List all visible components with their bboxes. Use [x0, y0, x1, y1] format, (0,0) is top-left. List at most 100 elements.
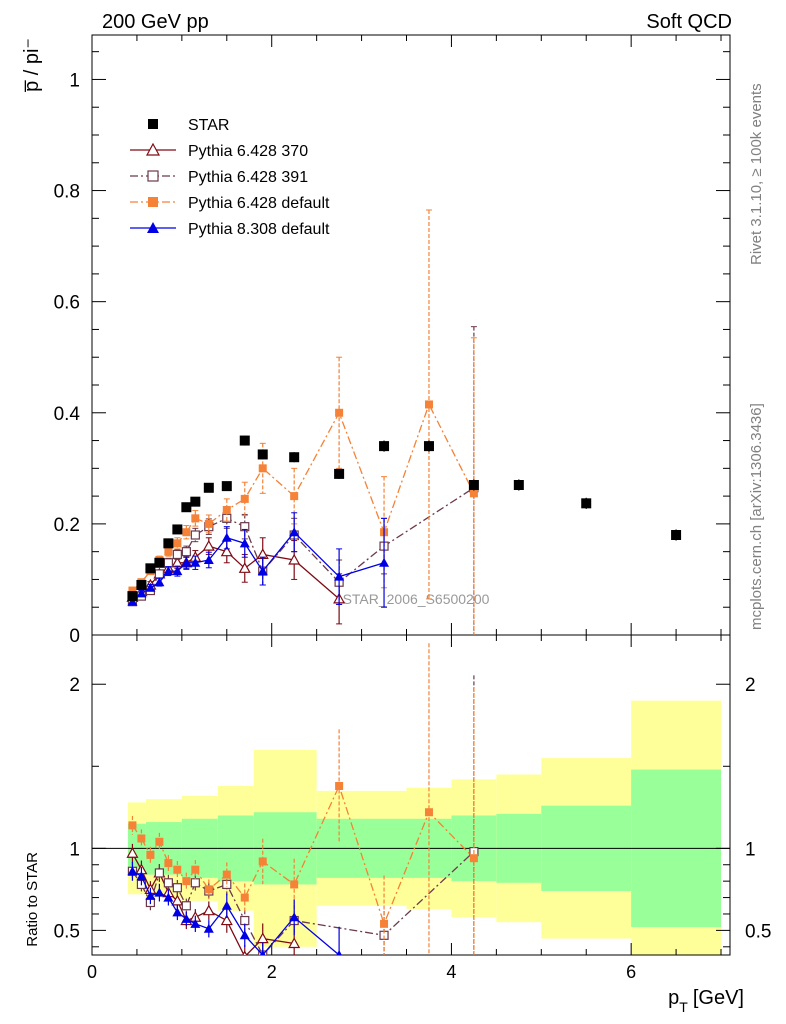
data-point	[202, 539, 215, 551]
ratio-plot-frame	[91, 634, 731, 956]
x-axis-title-unit: [GeV]	[693, 987, 744, 1009]
data-point	[289, 527, 300, 537]
data-point	[127, 866, 138, 876]
data-point	[154, 569, 164, 579]
data-point	[163, 566, 174, 576]
series-line	[132, 487, 475, 603]
ratio-tick-label-left: 1	[69, 839, 80, 860]
data-point	[335, 781, 344, 790]
data-point	[240, 915, 250, 926]
data-point	[424, 808, 433, 817]
data-point	[148, 119, 158, 129]
data-point	[238, 562, 251, 573]
analysis-id-label: STAR_2006_S6500200	[343, 591, 490, 607]
data-point	[203, 923, 214, 933]
legend-item: Pythia 6.428 391	[130, 169, 308, 186]
ratio-tick-label-left: 2	[69, 675, 80, 696]
data-point	[191, 865, 200, 874]
data-point	[181, 547, 191, 557]
data-point	[222, 506, 231, 514]
data-point	[163, 892, 174, 902]
rivet-version-label: Rivet 3.1.10, ≥ 100k events	[748, 83, 765, 265]
y-tick-label: 0.6	[54, 293, 80, 314]
data-point	[147, 170, 159, 182]
y-tick-label: 1	[69, 70, 80, 91]
data-point	[222, 870, 231, 879]
data-point	[258, 464, 267, 473]
data-point	[146, 850, 155, 859]
data-point	[164, 547, 173, 556]
data-point	[203, 555, 214, 564]
data-point	[258, 857, 267, 866]
data-point	[334, 468, 345, 479]
data-point	[468, 480, 479, 490]
data-point	[164, 859, 173, 868]
data-point	[289, 452, 300, 463]
ratio-tick-label-right: 0.5	[745, 921, 771, 942]
category-label: Soft QCD	[646, 11, 732, 33]
data-point	[379, 557, 390, 567]
data-point	[155, 837, 164, 846]
data-point	[290, 880, 299, 889]
data-point	[220, 545, 233, 557]
mcplots-label: mcplots.cern.ch [arXiv:1306.3436]	[748, 403, 765, 630]
data-point	[581, 498, 592, 509]
data-point	[202, 904, 215, 916]
data-point	[154, 577, 165, 587]
data-point	[181, 502, 192, 513]
y-axis-title: p̅ / pi⁻	[21, 38, 43, 92]
data-point	[172, 549, 182, 560]
data-point	[240, 494, 249, 503]
data-point	[380, 919, 389, 928]
data-point	[204, 519, 213, 528]
data-point	[240, 893, 249, 902]
data-point	[172, 907, 183, 917]
x-tick-label: 2	[267, 962, 277, 982]
ratio-series-layer	[126, 643, 479, 955]
x-tick-label: 6	[626, 962, 636, 982]
series-pythia-8-308-default	[127, 512, 390, 608]
data-point	[136, 580, 147, 590]
data-point	[163, 538, 174, 549]
legend-label: Pythia 6.428 370	[188, 143, 308, 160]
data-point	[127, 596, 138, 606]
data-point	[239, 538, 250, 548]
ratio-tick-label-right: 2	[745, 675, 756, 696]
data-point	[136, 871, 147, 881]
data-point	[154, 868, 164, 878]
data-point	[220, 914, 233, 926]
data-point	[172, 883, 182, 893]
data-point	[335, 408, 344, 417]
data-point	[190, 918, 201, 928]
data-point	[182, 877, 191, 886]
data-point	[190, 557, 201, 567]
data-point	[126, 847, 139, 858]
data-point	[137, 834, 146, 843]
data-point	[671, 530, 682, 540]
energy-label: 200 GeV pp	[102, 11, 209, 33]
x-axis-title-sub: T	[679, 999, 688, 1015]
legend-item: Pythia 6.428 default	[130, 195, 330, 212]
data-point	[289, 912, 300, 922]
x-tick-label: 4	[446, 962, 456, 982]
y-tick-label: 0.8	[54, 182, 80, 203]
data-point	[136, 588, 147, 598]
x-axis-title: pT [GeV]	[668, 987, 744, 1015]
data-point	[128, 821, 137, 830]
series-pythia-6-428-default	[128, 209, 478, 635]
x-axis-title-main: p	[668, 987, 679, 1009]
data-point	[290, 492, 299, 501]
data-point	[334, 571, 345, 581]
data-point	[163, 558, 173, 568]
data-point	[147, 222, 159, 233]
ratio-tick-label-right: 1	[745, 839, 756, 860]
data-point	[181, 913, 192, 923]
data-point	[154, 557, 165, 568]
data-point	[190, 530, 200, 540]
data-point	[145, 582, 156, 592]
y-tick-label: 0	[69, 626, 80, 647]
data-point	[221, 532, 232, 542]
data-point	[182, 528, 191, 537]
data-point	[172, 524, 183, 535]
